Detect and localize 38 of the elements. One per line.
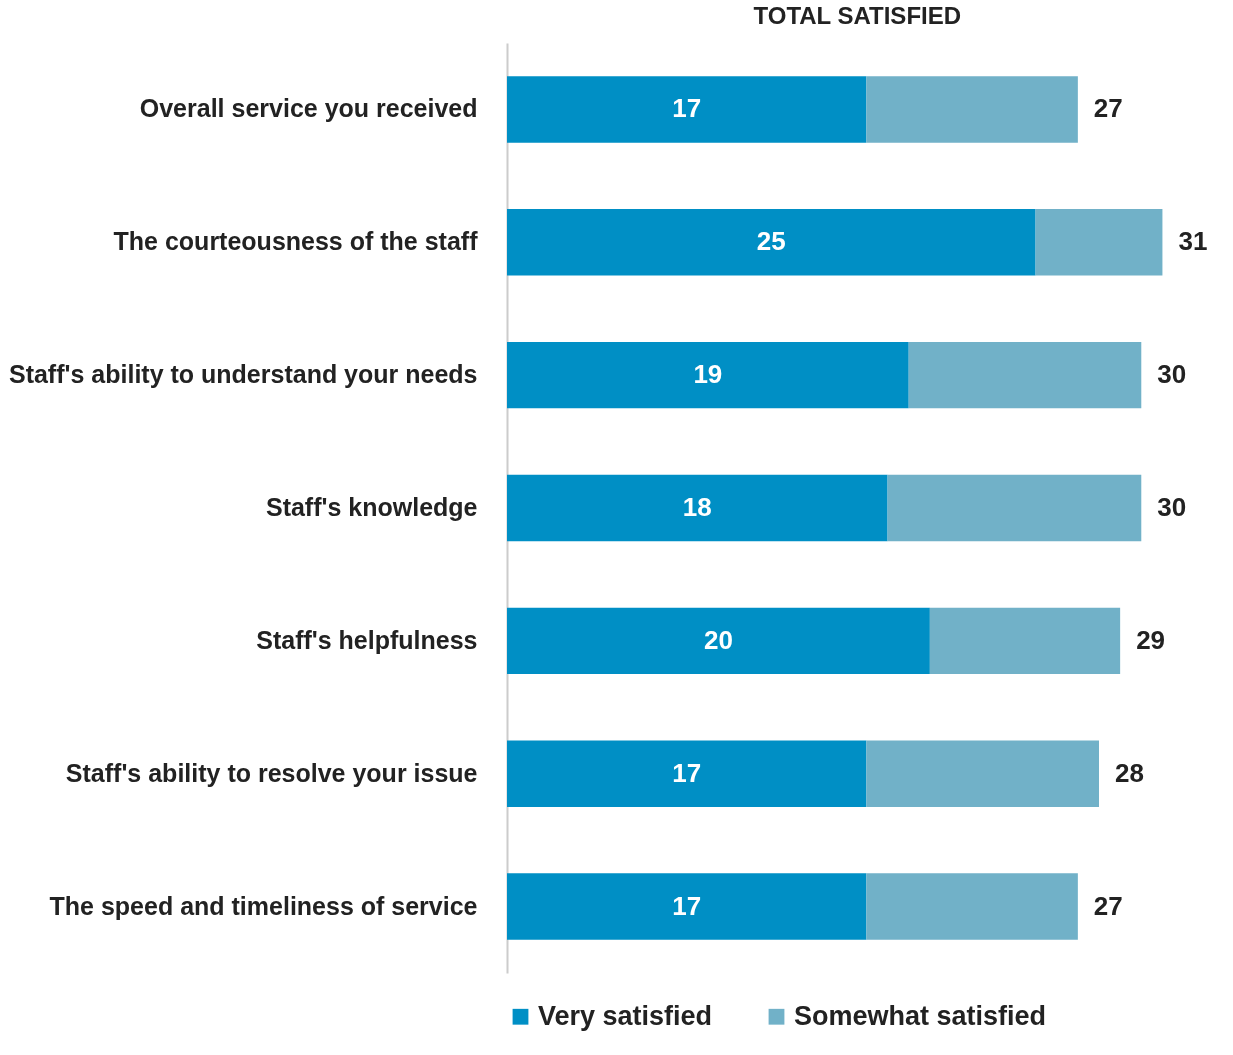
- bar: [908, 341, 1142, 409]
- legend-label: Somewhat satisfied: [794, 1000, 1047, 1031]
- bar: [866, 76, 1078, 143]
- total-label: 27: [1093, 93, 1123, 124]
- data-label: 20: [703, 624, 733, 655]
- y-tick-label: Staff's ability to understand your needs: [8, 360, 478, 389]
- y-tick-label: Staff's knowledge: [265, 493, 478, 521]
- bar: [507, 76, 867, 143]
- y-tick-label: Staff's helpfulness: [256, 625, 478, 654]
- total-label: 31: [1178, 226, 1208, 257]
- legend-label: Very satisfied: [538, 1000, 713, 1031]
- bar: [866, 740, 1099, 807]
- bar: [507, 341, 909, 409]
- bar: [1035, 209, 1163, 276]
- bar: [507, 209, 1036, 276]
- bar: [929, 607, 1121, 675]
- data-label: 25: [756, 226, 786, 257]
- bar: [507, 873, 867, 940]
- bar: [507, 474, 888, 542]
- data-label: 19: [693, 359, 723, 390]
- data-label: 17: [672, 890, 702, 921]
- bar: [507, 607, 930, 675]
- y-tick-label: Staff's ability to resolve your issue: [65, 758, 478, 787]
- y-tick-label: The courteousness of the staff: [113, 227, 479, 256]
- total-label: 30: [1157, 359, 1187, 390]
- data-label: 17: [672, 93, 702, 124]
- bar: [887, 474, 1142, 542]
- data-label: 18: [682, 492, 712, 522]
- data-label: 17: [672, 757, 702, 788]
- text: TOTAL SATISFIED: [753, 2, 962, 29]
- total-label: 29: [1136, 624, 1166, 655]
- total-label: 27: [1093, 890, 1123, 921]
- total-label: 30: [1157, 492, 1187, 522]
- bar: [866, 873, 1078, 940]
- total-label: 28: [1115, 757, 1144, 788]
- y-tick-label: The speed and timeliness of service: [49, 891, 478, 920]
- bar: [507, 740, 867, 807]
- y-tick-label: Overall service you received: [139, 94, 478, 123]
